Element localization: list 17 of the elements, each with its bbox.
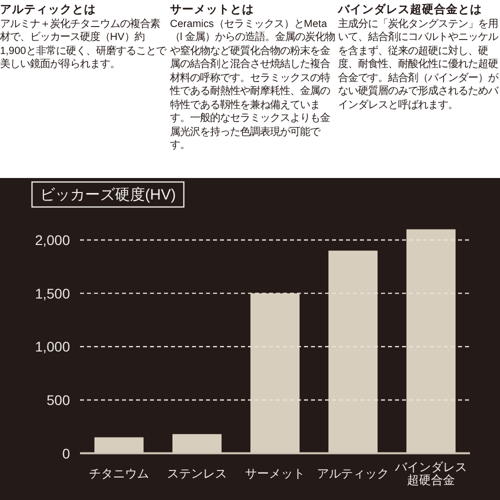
text: バインダレス超硬合金とは [338,4,483,18]
x-tick-label: アルティック [317,466,389,480]
text: アルティックとは [0,4,97,18]
text: アルミナ＋炭化チタニウムの複合素材で、ビッカース硬度（HV）約1,900と非常に硬く、研磨することで美しい鏡面が得られます。 [0,18,167,72]
text: サーメットとは [170,4,255,18]
y-tick-label: 0 [62,445,70,462]
y-tick-label: 500 [46,392,70,408]
x-tick-label: ステンレス [167,466,227,480]
y-tick-label: 1,500 [34,285,70,302]
x-tick-label: バインダレス超硬合金 [394,460,467,487]
text: 主成分に「炭化タングステン」を用いて、結合剤にコバルトやニッケルを含まず、従来の超硬に対し、硬度、耐食性、耐酸化性に優れた超硬合金です。結合剤（バインダー）がない硬質層のみで形成されるためバインダレスと呼ばれます。 [338,18,500,112]
text: Ceramics（セラミックス）とMeta（l 金属）からの造語。金属の炭化物や窒化物など硬質化合物の粉末を金属の結合剤と混合させ焼結した複合材料の呼称です。セラミックスの特性である耐熱性や耐摩耗性、金属の特性である靱性を兼ね備えています。一般的なセラミックスよりも金属光沢を持った色調表現が可能です。 [170,18,336,151]
y-tick-label: 2,000 [34,232,70,248]
chart-title: ビッカーズ硬度(HV) [40,186,176,204]
y-tick-label: 1,000 [34,338,70,355]
x-tick-label: チタニウム [89,466,149,480]
x-tick-label: サーメット [245,466,305,480]
